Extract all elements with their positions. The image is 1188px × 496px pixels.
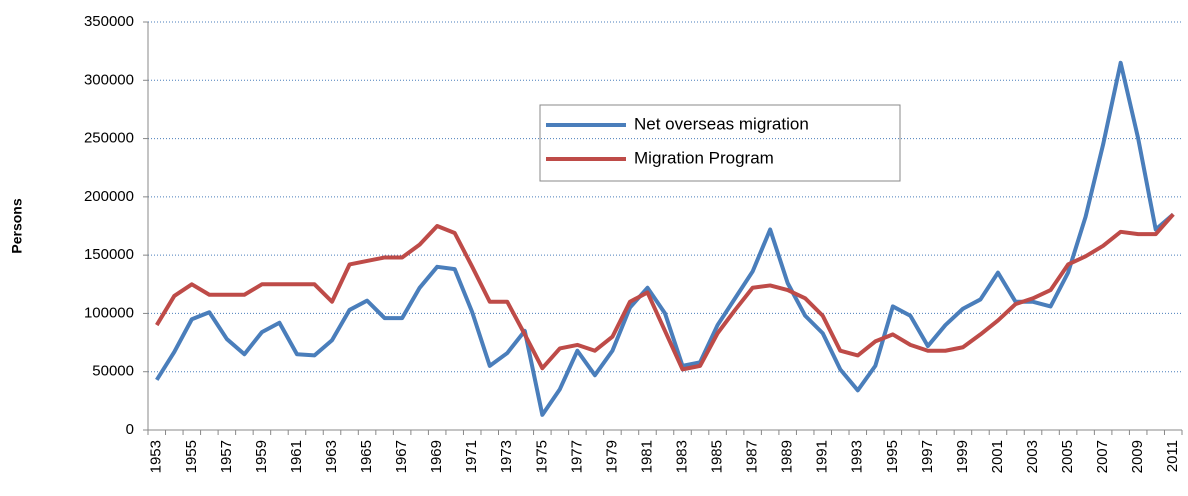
- x-tick-label: 1973: [498, 440, 515, 473]
- y-tick-label: 0: [126, 421, 134, 438]
- y-tick-label: 250000: [84, 130, 134, 147]
- y-axis-label: Persons: [9, 198, 25, 253]
- x-tick-label: 2005: [1059, 440, 1076, 473]
- x-tick-label: 1963: [323, 440, 340, 473]
- x-tick-label: 1991: [814, 440, 831, 473]
- x-tick-label: 1969: [428, 440, 445, 473]
- x-tick-label: 2003: [1024, 440, 1041, 473]
- line: [155, 213, 1175, 372]
- x-tick-label: 1977: [568, 440, 585, 473]
- x-tick-label: 1959: [253, 440, 270, 473]
- x-tick-label: 1993: [849, 440, 866, 473]
- x-tick-label: 2007: [1094, 440, 1111, 473]
- x-tick-label: 1967: [393, 440, 410, 473]
- x-tick-label: 2009: [1129, 440, 1146, 473]
- x-tick-label: 1985: [709, 440, 726, 473]
- line: [155, 60, 1175, 417]
- x-tick-label: 1965: [358, 440, 375, 473]
- y-tick-label: 50000: [92, 363, 134, 380]
- x-tick-label: 1953: [148, 440, 165, 473]
- x-tick-label: 1955: [183, 440, 200, 473]
- x-tick-label: 1983: [673, 440, 690, 473]
- x-tick-label: 1981: [638, 440, 655, 473]
- x-tick-label: 2001: [989, 440, 1006, 473]
- x-tick-label: 1961: [288, 440, 305, 473]
- x-tick-label: 1995: [884, 440, 901, 473]
- x-tick-label: 1975: [533, 440, 550, 473]
- y-tick-label: 350000: [84, 13, 134, 30]
- legend-label: Migration Program: [634, 148, 774, 167]
- legend: [539, 104, 901, 182]
- x-tick-label: 1989: [779, 440, 796, 473]
- x-tick-label: 1987: [744, 440, 761, 473]
- x-tick-label: 1999: [954, 440, 971, 473]
- legend-label: Net overseas migration: [634, 114, 809, 133]
- x-tick-label: 1971: [463, 440, 480, 473]
- x-tick-label: 2011: [1164, 440, 1181, 472]
- y-tick-label: 150000: [84, 246, 134, 263]
- x-tick-label: 1997: [919, 440, 936, 473]
- y-tick-label: 300000: [84, 71, 134, 88]
- x-tick-label: 1957: [218, 440, 235, 473]
- x-tick-label: 1979: [603, 440, 620, 473]
- y-tick-label: 200000: [84, 188, 134, 205]
- y-tick-label: 100000: [84, 304, 134, 321]
